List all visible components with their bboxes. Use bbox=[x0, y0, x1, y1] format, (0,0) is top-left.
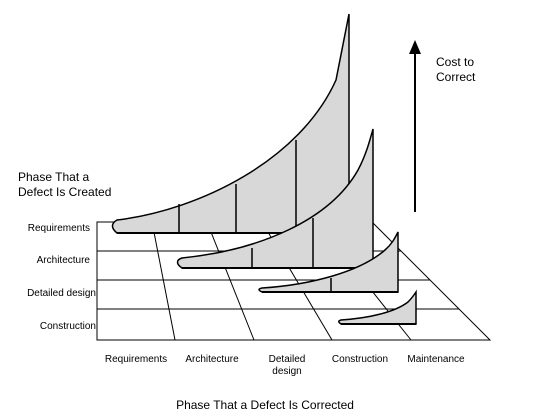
cost-curve-architecture bbox=[176, 128, 380, 269]
cost-arrow bbox=[409, 40, 421, 212]
cost-curve-construction bbox=[338, 289, 417, 325]
grid-col-line-1 bbox=[151, 221, 176, 341]
created-phase-architecture: Architecture bbox=[36, 255, 90, 266]
cost-curve-detailed-design bbox=[258, 231, 399, 293]
floor-grid bbox=[96, 221, 492, 341]
corrected-phase-architecture-line-1: Architecture bbox=[185, 354, 239, 365]
corrected-phase-requirements: Requirements bbox=[98, 354, 174, 366]
corrected-phase-maintenance-line-1: Maintenance bbox=[407, 354, 465, 365]
cost-label: Cost to Correct bbox=[436, 55, 475, 85]
corrected-phase-construction: Construction bbox=[322, 354, 398, 366]
cost-label-line-2: Correct bbox=[436, 70, 476, 84]
x-axis-title: Phase That a Defect Is Corrected bbox=[176, 398, 354, 412]
created-phase-detailed-design: Detailed design bbox=[27, 288, 96, 299]
y-axis-title-line-1: Phase That a bbox=[18, 170, 90, 184]
grid-col-line-2 bbox=[206, 221, 255, 341]
corrected-phase-construction-line-1: Construction bbox=[331, 354, 389, 365]
corrected-phase-architecture: Architecture bbox=[174, 354, 250, 366]
y-axis-title-line-2: Defect Is Created bbox=[18, 185, 112, 199]
corrected-phase-detailed-design-line-1: Detailed bbox=[268, 354, 306, 365]
created-phase-requirements: Requirements bbox=[27, 223, 90, 234]
created-phase-construction: Construction bbox=[39, 321, 96, 332]
cost-label-line-1: Cost to bbox=[436, 55, 475, 69]
corrected-phase-requirements-line-1: Requirements bbox=[104, 354, 168, 365]
cost-curve-requirements bbox=[111, 13, 360, 234]
corrected-phase-detailed-design: Detailed design bbox=[249, 354, 325, 378]
corrected-phase-detailed-design-line-2: design bbox=[272, 366, 302, 377]
corrected-phase-maintenance: Maintenance bbox=[398, 354, 474, 366]
y-axis-title: Phase That a Defect Is Created bbox=[18, 170, 111, 200]
